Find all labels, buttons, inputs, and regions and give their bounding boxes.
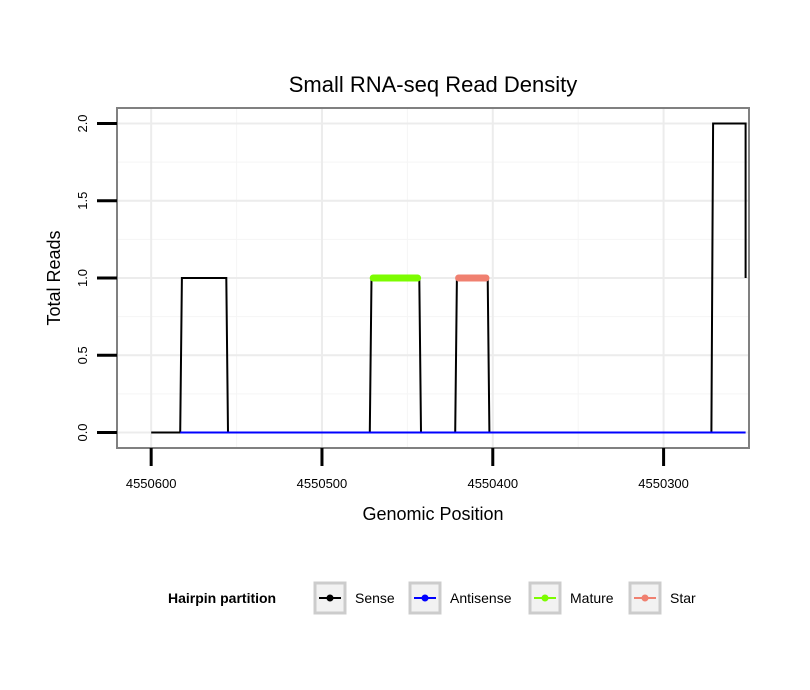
legend-key-point [421, 594, 429, 602]
x-tick-label: 4550500 [297, 476, 348, 491]
x-axis-title: Genomic Position [362, 504, 503, 524]
y-axis-title: Total Reads [44, 230, 64, 325]
y-tick-label: 1.0 [75, 269, 90, 287]
legend-key-point [326, 594, 334, 602]
y-tick-label: 0.0 [75, 423, 90, 441]
y-tick-label: 2.0 [75, 114, 90, 132]
legend-key-point [541, 594, 549, 602]
x-tick-label: 4550600 [126, 476, 177, 491]
chart-title: Small RNA-seq Read Density [289, 72, 578, 97]
y-tick-label: 0.5 [75, 346, 90, 364]
x-tick-label: 4550400 [467, 476, 518, 491]
legend-label-mature: Mature [570, 590, 614, 606]
legend: Hairpin partition Sense Antisense Mature St… [168, 581, 696, 615]
legend-label-sense: Sense [355, 590, 395, 606]
y-axis: 0.0 0.5 1.0 1.5 2.0 [75, 114, 117, 442]
legend-label-antisense: Antisense [450, 590, 512, 606]
legend-title: Hairpin partition [168, 590, 276, 606]
legend-label-star: Star [670, 590, 696, 606]
series-group [151, 122, 747, 434]
x-axis: 4550600 4550500 4550400 4550300 [126, 448, 689, 491]
x-tick-label: 4550300 [638, 476, 689, 491]
legend-key-point [641, 594, 649, 602]
y-tick-label: 1.5 [75, 192, 90, 210]
